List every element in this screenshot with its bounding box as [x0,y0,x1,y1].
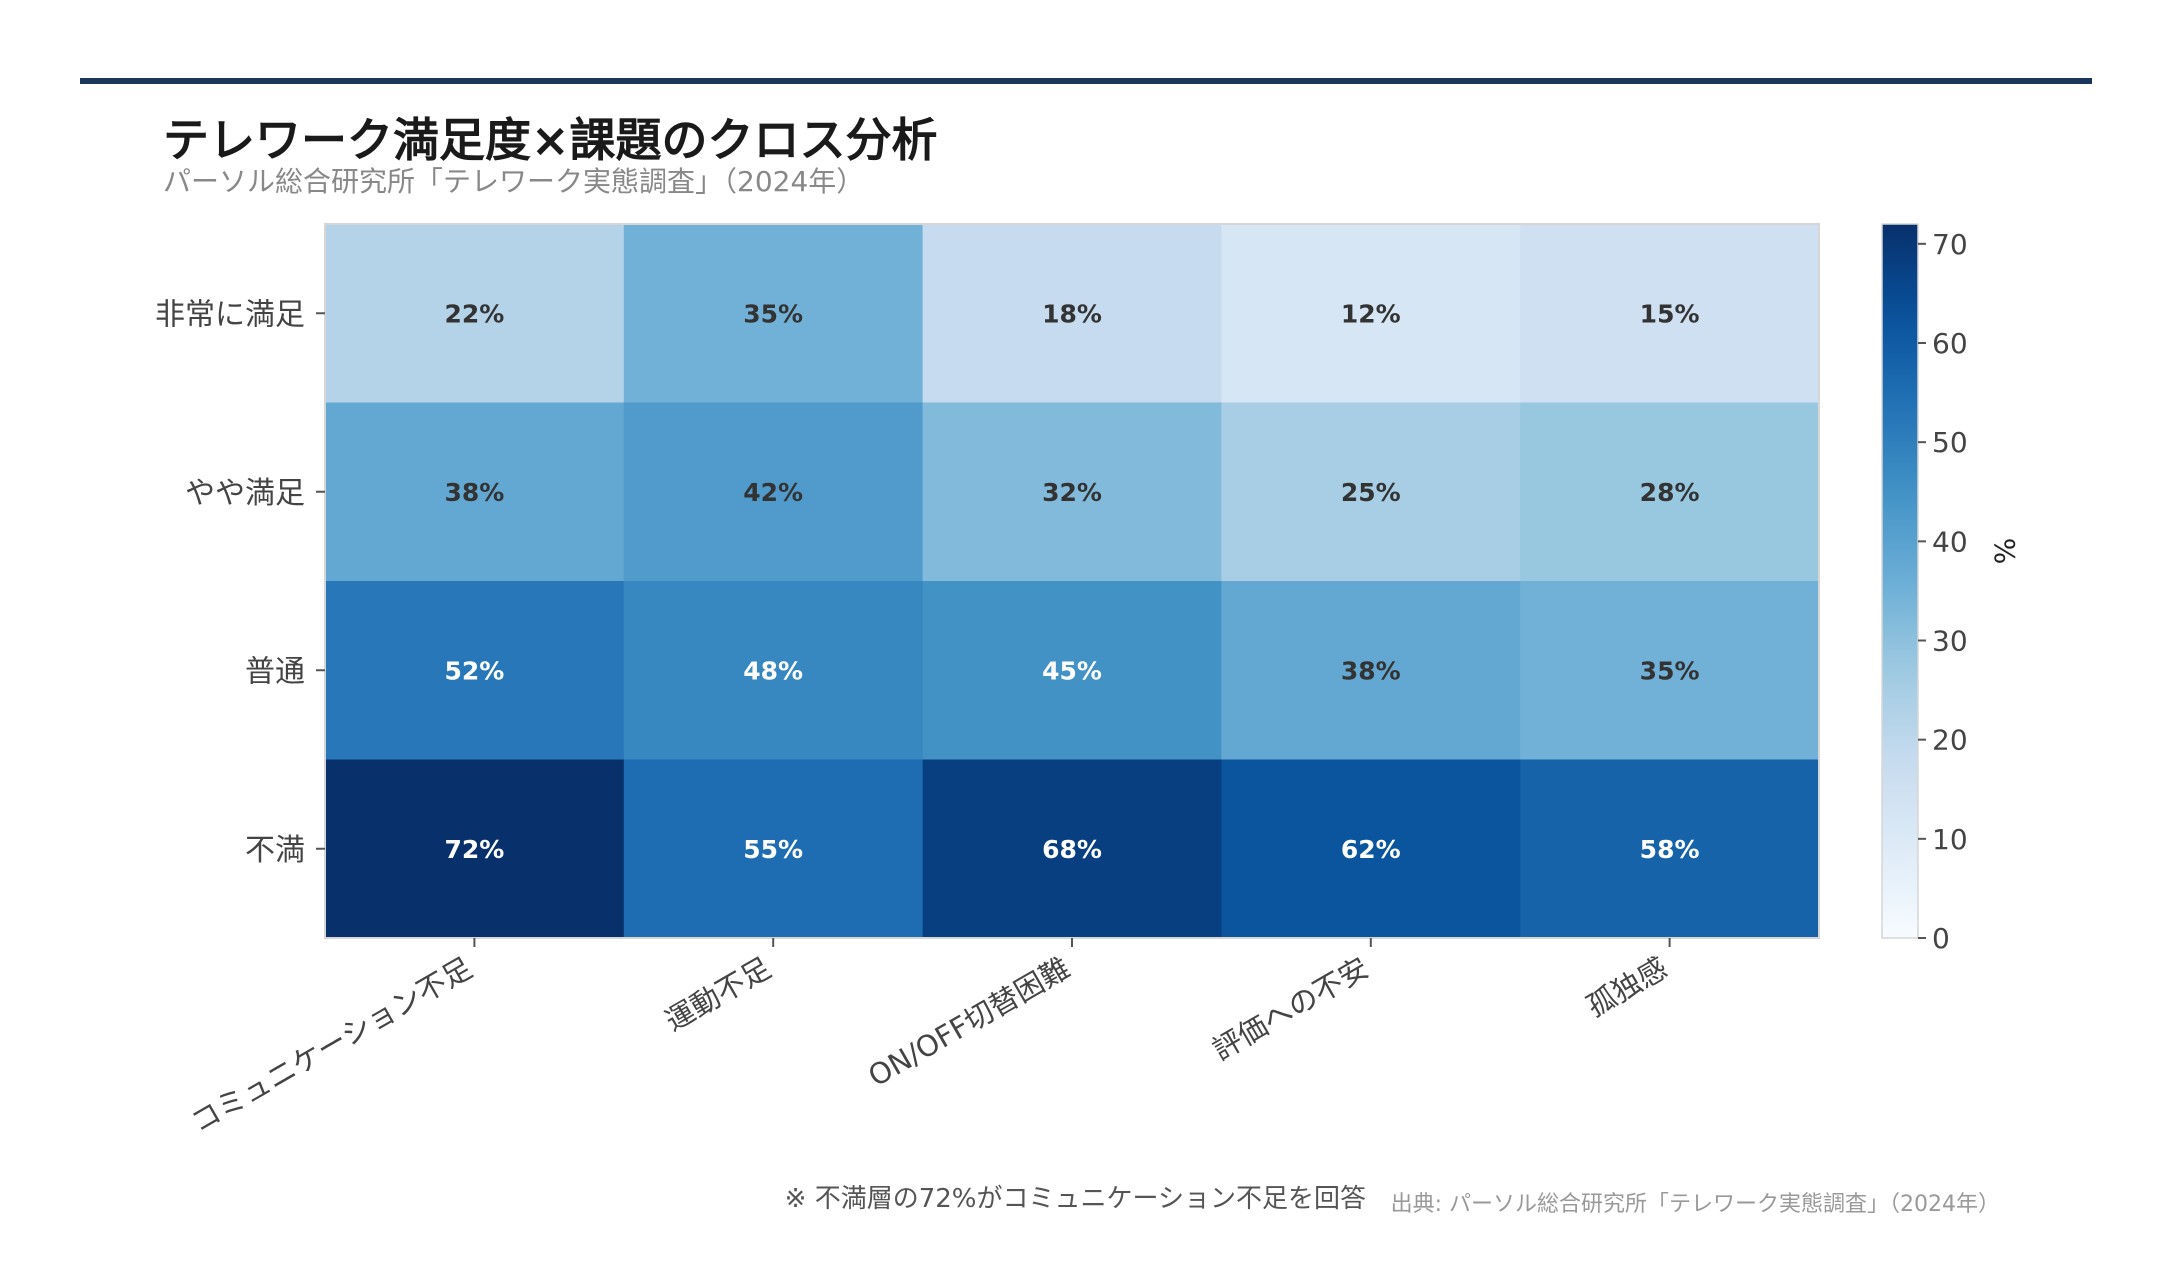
heatmap-cell [623,581,924,760]
heatmap-cell [325,224,625,403]
cell-value-label: 35% [743,299,803,328]
cell-value-label: 42% [743,478,803,507]
x-tick-label: コミュニケーション不足 [185,951,478,1140]
source-note: 出典: パーソル総合研究所「テレワーク実態調査」（2024年） [1390,1192,2000,1217]
heatmap-cell [922,759,1222,939]
colorbar-tick-label: 60 [1932,327,1968,360]
heatmap-cell [325,402,625,582]
cell-value-label: 12% [1341,299,1401,328]
cell-value-label: 18% [1042,299,1102,328]
heatmap-cell [325,581,625,760]
cell-value-label: 55% [743,835,803,864]
cell-value-label: 72% [444,835,504,864]
x-tick-label: 運動不足 [659,951,776,1038]
heatmap-cell [1520,581,1820,760]
heatmap-cell [922,224,1222,403]
cell-value-label: 25% [1341,478,1401,507]
cell-value-label: 35% [1640,656,1700,685]
colorbar-label: % [1988,538,2021,565]
cell-value-label: 45% [1042,656,1102,685]
x-tick-label: 評価への不安 [1207,951,1375,1067]
footnote: ※ 不満層の72%がコミュニケーション不足を回答 [784,1184,1366,1214]
colorbar-tick-label: 40 [1932,525,1968,558]
heatmap-cell [325,759,625,939]
cell-value-label: 15% [1640,299,1700,328]
y-tick-label: 普通 [245,654,305,689]
heatmap-cell [623,402,924,582]
y-tick-label: 非常に満足 [155,297,305,332]
heatmap-cell [1520,759,1820,939]
cell-value-label: 52% [444,656,504,685]
chart-title: テレワーク満足度×課題のクロス分析 [163,113,938,167]
heatmap-cell [1520,224,1820,403]
colorbar-tick-label: 10 [1932,823,1968,856]
chart-subtitle: パーソル総合研究所「テレワーク実態調査」（2024年） [163,165,865,198]
y-tick-label: やや満足 [185,476,305,511]
y-tick-label: 不満 [245,833,305,868]
heatmap-cell [922,581,1222,760]
colorbar-tick-label: 30 [1932,625,1968,658]
cell-value-label: 48% [743,656,803,685]
cell-value-label: 68% [1042,835,1102,864]
heatmap-cell [1221,224,1521,403]
heatmap-cell [623,759,924,939]
cell-value-label: 62% [1341,835,1401,864]
heatmap-cell [922,402,1222,582]
x-tick-label: ON/OFF切替困難 [862,951,1075,1094]
colorbar-tick-label: 70 [1932,228,1968,261]
heatmap-cell [623,224,924,403]
cell-value-label: 58% [1640,835,1700,864]
colorbar-tick-label: 50 [1932,426,1968,459]
heatmap-cell [1221,581,1521,760]
colorbar-tick-label: 0 [1932,922,1950,955]
cell-value-label: 32% [1042,478,1102,507]
cell-value-label: 22% [444,299,504,328]
heatmap-cell [1520,402,1820,582]
colorbar-tick-label: 20 [1932,724,1968,757]
heatmap-cell [1221,402,1521,582]
cell-value-label: 38% [444,478,504,507]
heatmap-cell [1221,759,1521,939]
x-tick-label: 孤独感 [1581,951,1673,1024]
cell-value-label: 38% [1341,656,1401,685]
cell-value-label: 28% [1640,478,1700,507]
colorbar [1881,223,1919,939]
top-rule [80,78,2092,84]
